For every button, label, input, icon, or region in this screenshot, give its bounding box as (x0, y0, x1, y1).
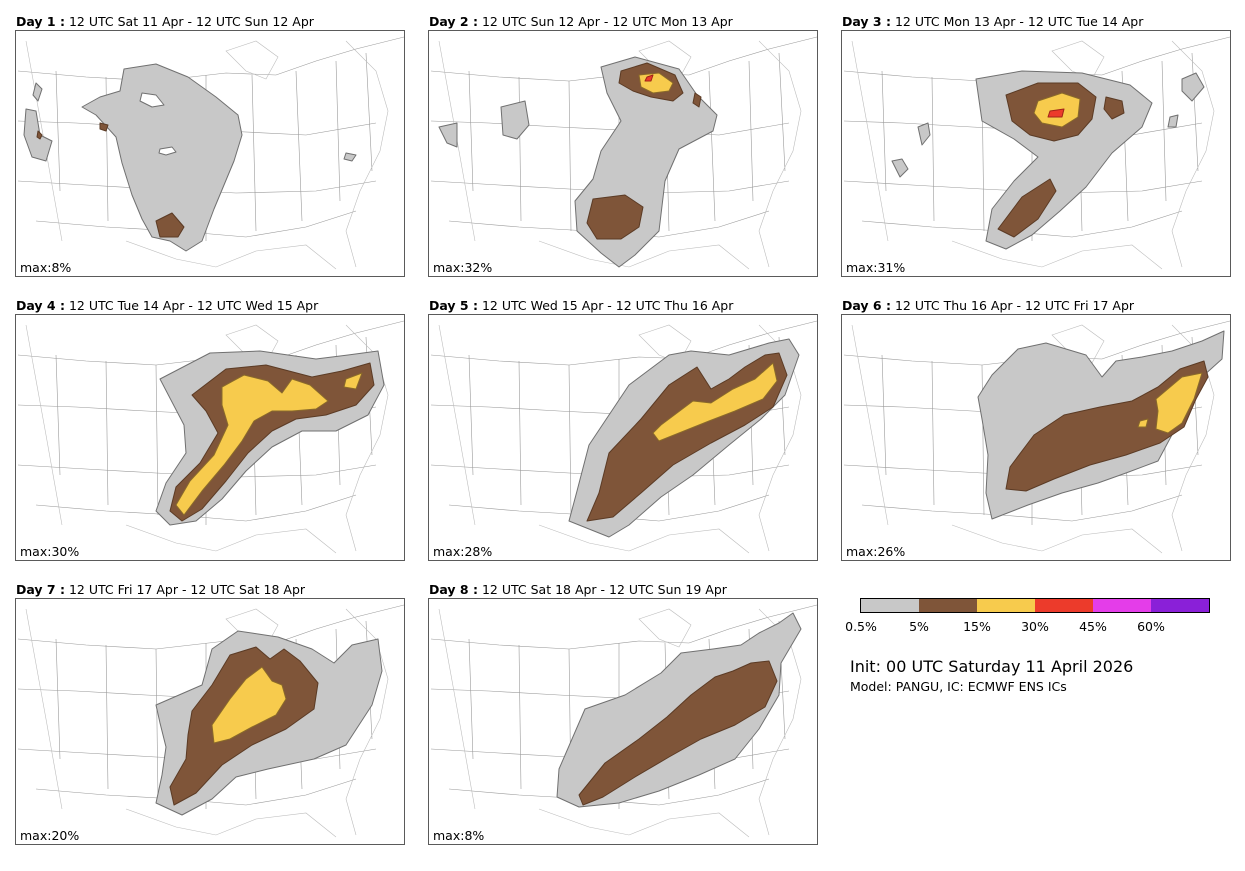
prob-area-5pct (586, 62, 702, 240)
map-panel-day7: max:20% (15, 598, 405, 845)
prob-area-30pct (644, 74, 654, 82)
map-svg (17, 36, 404, 270)
map-panel-day6: max:26% (841, 314, 1231, 561)
prob-area-15pct (652, 362, 778, 442)
max-value-label: max:20% (20, 828, 80, 843)
prob-area-30pct (1047, 108, 1065, 118)
panel-title-day4: Day 4 : 12 UTC Tue 14 Apr - 12 UTC Wed 1… (16, 298, 318, 313)
period-label: 12 UTC Sat 11 Apr - 12 UTC Sun 12 Apr (68, 14, 314, 29)
period-label: 12 UTC Sat 18 Apr - 12 UTC Sun 19 Apr (481, 582, 727, 597)
map-svg (430, 36, 817, 270)
legend-tick: 15% (963, 619, 991, 634)
period-label: 12 UTC Tue 14 Apr - 12 UTC Wed 15 Apr (68, 298, 319, 313)
prob-area-5pct (1005, 360, 1209, 492)
panel-title-day3: Day 3 : 12 UTC Mon 13 Apr - 12 UTC Tue 1… (842, 14, 1143, 29)
map-svg (843, 36, 1230, 270)
legend-swatch-15-30 (977, 599, 1035, 612)
model-label: Model: PANGU, IC: ECMWF ENS ICs (850, 679, 1067, 694)
map-svg (430, 320, 817, 554)
map-panel-day3: max:31% (841, 30, 1231, 277)
legend-swatch-0.5-5 (861, 599, 919, 612)
prob-area-0.5pct (438, 56, 718, 268)
legend-tick: 0.5% (845, 619, 877, 634)
max-value-label: max:8% (20, 260, 72, 275)
prob-area-5pct (997, 82, 1125, 238)
map-svg (430, 604, 817, 838)
prob-area-0.5pct (23, 63, 357, 252)
prob-area-15pct (211, 666, 287, 744)
map-svg (17, 320, 404, 554)
day-label: Day 5 : (429, 298, 478, 313)
panel-title-day2: Day 2 : 12 UTC Sun 12 Apr - 12 UTC Mon 1… (429, 14, 733, 29)
day-label: Day 1 : (16, 14, 65, 29)
panel-title-day5: Day 5 : 12 UTC Wed 15 Apr - 12 UTC Thu 1… (429, 298, 733, 313)
period-label: 12 UTC Fri 17 Apr - 12 UTC Sat 18 Apr (68, 582, 306, 597)
map-svg (843, 320, 1230, 554)
panel-title-day1: Day 1 : 12 UTC Sat 11 Apr - 12 UTC Sun 1… (16, 14, 314, 29)
panel-title-day7: Day 7 : 12 UTC Fri 17 Apr - 12 UTC Sat 1… (16, 582, 305, 597)
period-label: 12 UTC Sun 12 Apr - 12 UTC Mon 13 Apr (481, 14, 733, 29)
max-value-label: max:30% (20, 544, 80, 559)
day-label: Day 2 : (429, 14, 478, 29)
prob-area-15pct (175, 372, 363, 516)
day-label: Day 8 : (429, 582, 478, 597)
day-label: Day 4 : (16, 298, 65, 313)
init-time-label: Init: 00 UTC Saturday 11 April 2026 (850, 657, 1134, 676)
legend-swatch-60plus (1151, 599, 1209, 612)
legend-tick: 45% (1079, 619, 1107, 634)
max-value-label: max:28% (433, 544, 493, 559)
legend-swatch-45-60 (1093, 599, 1151, 612)
legend-swatch-30-45 (1035, 599, 1093, 612)
prob-area-0.5pct (891, 70, 1205, 250)
legend-colorbar (860, 598, 1210, 613)
period-label: 12 UTC Thu 16 Apr - 12 UTC Fri 17 Apr (894, 298, 1135, 313)
max-value-label: max:26% (846, 544, 906, 559)
panel-title-day6: Day 6 : 12 UTC Thu 16 Apr - 12 UTC Fri 1… (842, 298, 1134, 313)
prob-area-5pct (36, 122, 185, 238)
day-label: Day 3 : (842, 14, 891, 29)
period-label: 12 UTC Mon 13 Apr - 12 UTC Tue 14 Apr (894, 14, 1144, 29)
map-panel-day5: max:28% (428, 314, 818, 561)
map-panel-day2: max:32% (428, 30, 818, 277)
panel-title-day8: Day 8 : 12 UTC Sat 18 Apr - 12 UTC Sun 1… (429, 582, 727, 597)
max-value-label: max:32% (433, 260, 493, 275)
prob-area-15pct (1137, 372, 1203, 434)
max-value-label: max:8% (433, 828, 485, 843)
max-value-label: max:31% (846, 260, 906, 275)
legend-tick: 60% (1137, 619, 1165, 634)
prob-area-5pct (578, 660, 778, 806)
legend-tick: 30% (1021, 619, 1049, 634)
legend-swatch-5-15 (919, 599, 977, 612)
map-panel-day1: max:8% (15, 30, 405, 277)
day-label: Day 7 : (16, 582, 65, 597)
map-panel-day4: max:30% (15, 314, 405, 561)
no-prob-area (139, 92, 177, 156)
day-label: Day 6 : (842, 298, 891, 313)
map-svg (17, 604, 404, 838)
legend-tick: 5% (909, 619, 929, 634)
period-label: 12 UTC Wed 15 Apr - 12 UTC Thu 16 Apr (481, 298, 734, 313)
map-panel-day8: max:8% (428, 598, 818, 845)
